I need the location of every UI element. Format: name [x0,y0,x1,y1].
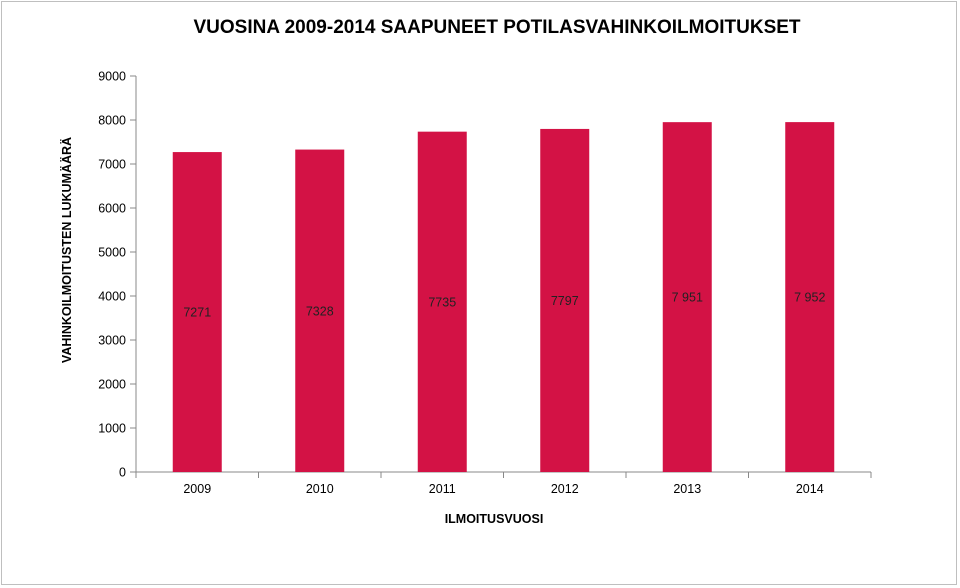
bar-2012 [540,128,590,472]
data-label-2009: 7271 [183,306,211,320]
x-tick-label-2009: 2009 [183,482,211,496]
data-label-2010: 7328 [306,304,334,318]
bar-2013 [662,122,712,472]
bar-2011 [417,131,467,472]
bar-2014 [785,122,835,472]
y-tick-label: 0 [119,466,126,480]
y-tick-label: 4000 [98,290,126,304]
bar-2010 [295,149,345,472]
y-tick-label: 5000 [98,246,126,260]
y-tick-label: 7000 [98,158,126,172]
data-label-2013: 7 951 [672,291,703,305]
data-label-2014: 7 952 [794,291,825,305]
y-tick-label: 1000 [98,422,126,436]
y-tick-label: 6000 [98,202,126,216]
x-tick-label-2013: 2013 [673,482,701,496]
y-axis-title: VAHINKOILMOITUSTEN LUKUMÄÄRÄ [59,137,74,363]
y-tick-label: 3000 [98,334,126,348]
data-label-2011: 7735 [428,295,456,309]
chart-title: VUOSINA 2009-2014 SAAPUNEET POTILASVAHIN… [193,17,800,38]
bar-2009 [172,152,222,473]
y-tick-label: 9000 [98,70,126,84]
y-tick-label: 2000 [98,378,126,392]
y-tick-label: 8000 [98,114,126,128]
x-tick-label-2014: 2014 [796,482,824,496]
x-tick-label-2011: 2011 [429,482,456,496]
data-label-2012: 7797 [551,294,579,308]
plot-area: 0 1000 2000 3000 4000 5000 6000 7000 8000 9000 727… [98,70,872,496]
x-tick-label-2010: 2010 [306,482,334,496]
x-tick-label-2012: 2012 [551,482,579,496]
x-axis-title: ILMOITUSVUOSI [445,512,544,526]
